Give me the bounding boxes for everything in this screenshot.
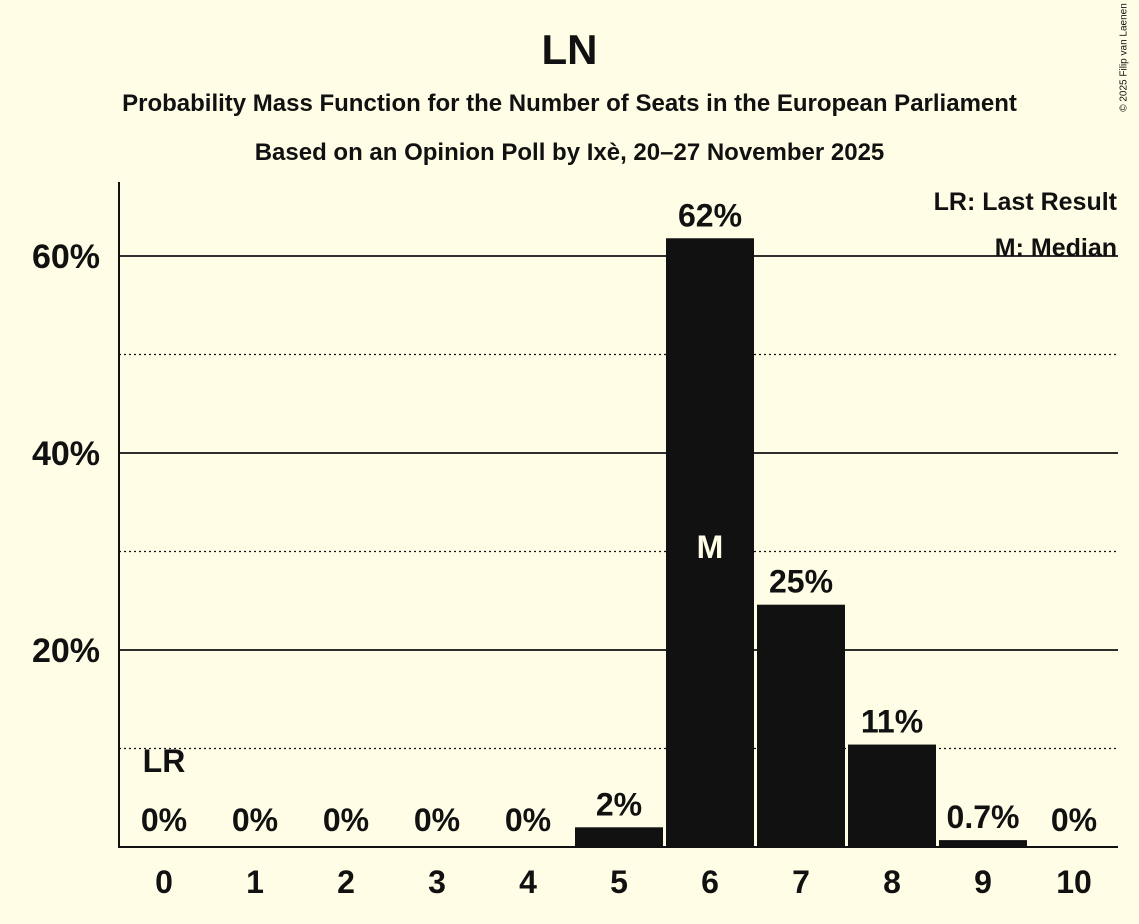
x-tick-label: 1 — [246, 864, 264, 900]
last-result-marker: LR — [143, 743, 186, 779]
data-label: 2% — [596, 786, 642, 822]
chart-subtitle: Probability Mass Function for the Number… — [122, 90, 1017, 117]
legend-item: LR: Last Result — [934, 188, 1118, 216]
bar — [575, 827, 663, 847]
data-label: 0% — [323, 802, 369, 838]
data-label: 0% — [1051, 802, 1097, 838]
data-label: 0% — [141, 802, 187, 838]
x-tick-label: 7 — [792, 864, 810, 900]
data-label: 0.7% — [947, 799, 1020, 835]
x-tick-label: 3 — [428, 864, 446, 900]
data-label: 0% — [414, 802, 460, 838]
bar — [848, 744, 936, 847]
bar — [757, 604, 845, 847]
x-tick-label: 5 — [610, 864, 628, 900]
x-tick-label: 9 — [974, 864, 992, 900]
y-tick-label: 40% — [32, 435, 100, 473]
x-tick-label: 6 — [701, 864, 719, 900]
x-tick-label: 2 — [337, 864, 355, 900]
chart-title: LN — [541, 26, 598, 73]
legend-item: M: Median — [995, 234, 1117, 262]
x-tick-label: 0 — [155, 864, 173, 900]
data-label: 25% — [769, 564, 833, 600]
bar — [666, 238, 754, 847]
y-tick-label: 20% — [32, 632, 100, 670]
x-tick-label: 4 — [519, 864, 537, 900]
chart-subtitle-2: Based on an Opinion Poll by Ixè, 20–27 N… — [254, 139, 885, 166]
median-marker: M — [697, 529, 724, 565]
data-label: 0% — [232, 802, 278, 838]
data-label: 0% — [505, 802, 551, 838]
y-tick-label: 60% — [32, 238, 100, 276]
data-label: 11% — [861, 704, 923, 740]
x-tick-label: 8 — [883, 864, 901, 900]
x-tick-label: 10 — [1056, 864, 1092, 900]
data-label: 62% — [678, 197, 742, 233]
bar — [939, 840, 1027, 847]
